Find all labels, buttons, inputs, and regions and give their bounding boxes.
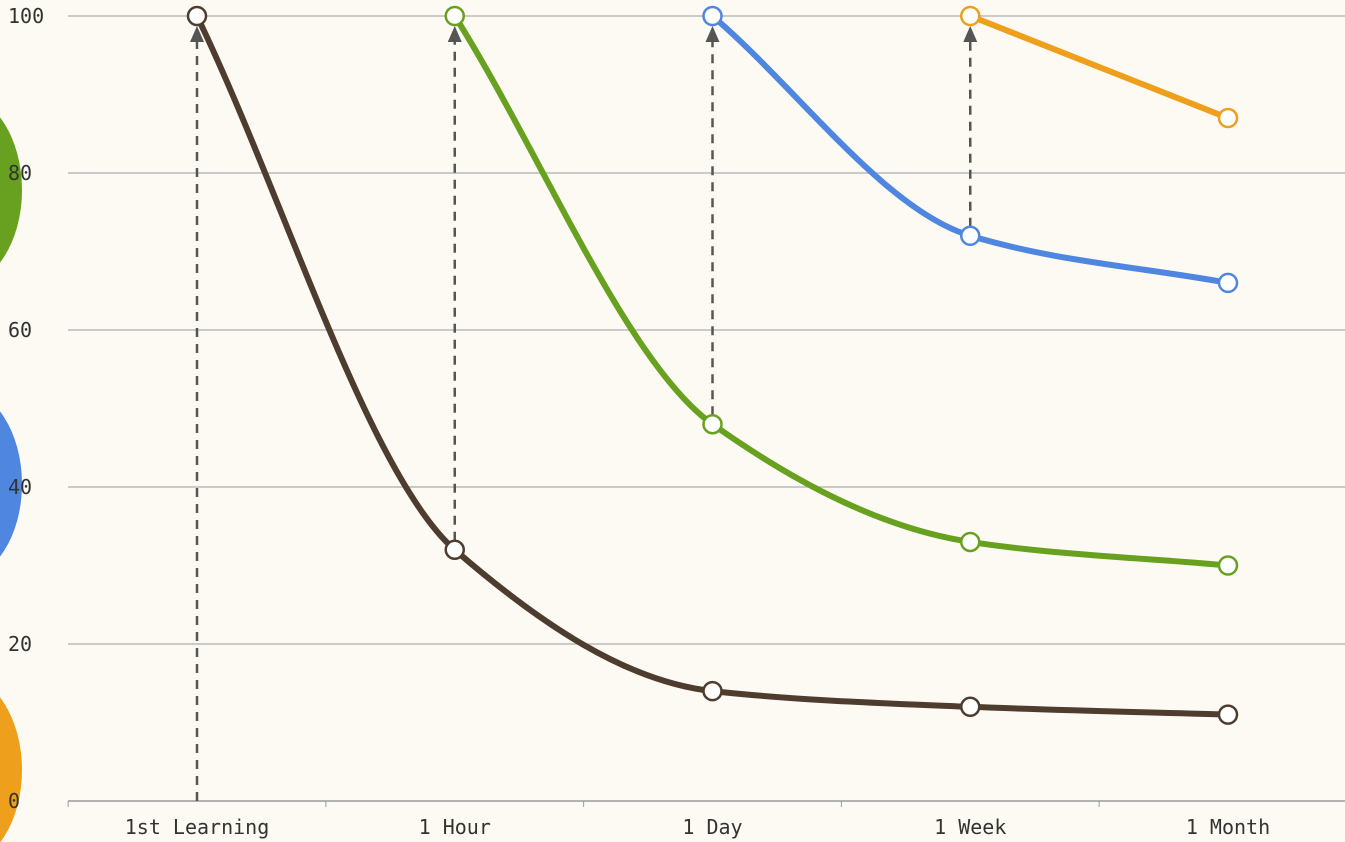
side-decoration-circle xyxy=(0,697,22,842)
data-point xyxy=(960,531,981,553)
review-arrows xyxy=(190,26,978,801)
review-arrow-head xyxy=(190,26,204,42)
x-tick-label: 1 Hour xyxy=(419,815,491,839)
data-point xyxy=(1217,107,1239,129)
y-tick-label: 60 xyxy=(8,318,32,342)
side-decoration-circle xyxy=(0,117,22,263)
series-line xyxy=(967,13,1231,122)
series-line xyxy=(194,13,1231,718)
x-tick-label: 1 Day xyxy=(682,815,742,839)
series-line xyxy=(451,13,1231,569)
x-tick-label: 1 Week xyxy=(934,815,1006,839)
y-tick-label: 40 xyxy=(8,475,32,499)
data-point xyxy=(960,225,981,247)
review-arrow-head xyxy=(963,26,978,42)
data-point xyxy=(186,5,208,27)
review-arrow-head xyxy=(705,26,720,42)
side-decoration-circle xyxy=(0,411,22,557)
data-points xyxy=(186,5,1239,725)
x-tick-label: 1st Learning xyxy=(125,815,270,839)
grid xyxy=(68,15,1345,645)
side-decorations xyxy=(0,117,22,842)
data-point xyxy=(1217,704,1239,725)
data-point xyxy=(702,413,723,435)
data-point xyxy=(960,696,981,718)
data-point xyxy=(960,5,981,27)
data-point xyxy=(702,5,723,27)
data-point xyxy=(444,539,465,561)
y-tick-label: 0 xyxy=(8,789,20,813)
x-tick-label: 1 Month xyxy=(1186,815,1270,839)
axes: 0 20 40 60 80 100 1st Learning 1 Hour 1 Day 1 Wee… xyxy=(8,4,1345,839)
y-tick-label: 100 xyxy=(8,4,44,28)
y-tick-label: 80 xyxy=(8,161,32,185)
data-point xyxy=(702,680,723,702)
review-arrow-head xyxy=(447,26,462,42)
data-point xyxy=(444,5,465,27)
data-point xyxy=(1217,272,1239,294)
data-point xyxy=(1217,555,1239,576)
y-tick-label: 20 xyxy=(8,632,32,656)
